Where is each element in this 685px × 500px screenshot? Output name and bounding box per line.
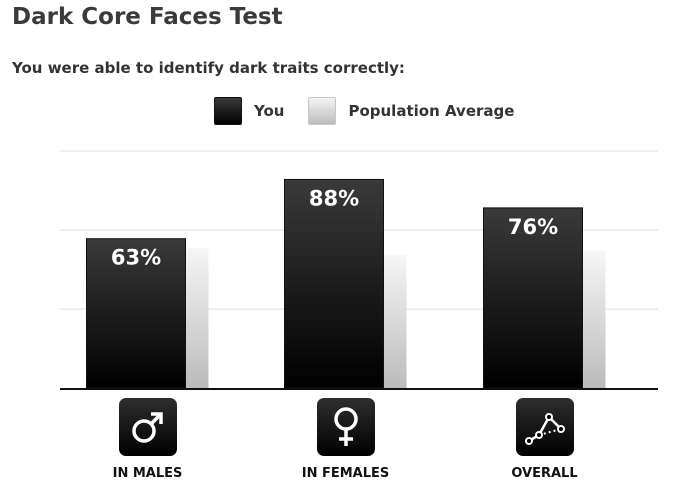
category-in-males: IN MALES — [83, 398, 213, 481]
bar-population-2 — [582, 250, 606, 388]
data-label-you-0: 63% — [111, 246, 161, 270]
bar-you-1 — [284, 178, 384, 389]
bar-you-2 — [483, 207, 583, 389]
legend-label-population: Population Average — [348, 102, 515, 120]
legend-swatch-population — [308, 97, 337, 125]
bar-you-0 — [86, 238, 186, 389]
category-in-females: IN FEMALES — [281, 398, 411, 481]
chart-subtitle: You were able to identify dark traits co… — [12, 59, 405, 77]
page-title: Dark Core Faces Test — [12, 4, 283, 30]
legend-item-population: Population Average — [308, 97, 514, 125]
category-label-in-females: IN FEMALES — [301, 466, 390, 481]
data-labels: 63% 88% 76% — [111, 186, 558, 269]
bar-population-1 — [383, 255, 407, 388]
female-symbol-icon — [316, 398, 375, 456]
category-label-in-males: IN MALES — [112, 466, 183, 481]
legend: You Population Average — [214, 97, 538, 125]
category-label-overall: OVERALL — [511, 466, 578, 481]
legend-swatch-you — [214, 97, 242, 125]
category-overall: OVERALL — [480, 398, 610, 481]
legend-label-you: You — [254, 102, 285, 120]
network-graph-icon — [515, 398, 574, 456]
bar-population-0 — [185, 248, 209, 388]
data-label-you-2: 76% — [508, 215, 558, 239]
bars — [86, 178, 606, 389]
data-label-you-1: 88% — [309, 186, 359, 210]
legend-item-you: You — [214, 97, 284, 125]
male-symbol-icon — [118, 398, 177, 456]
